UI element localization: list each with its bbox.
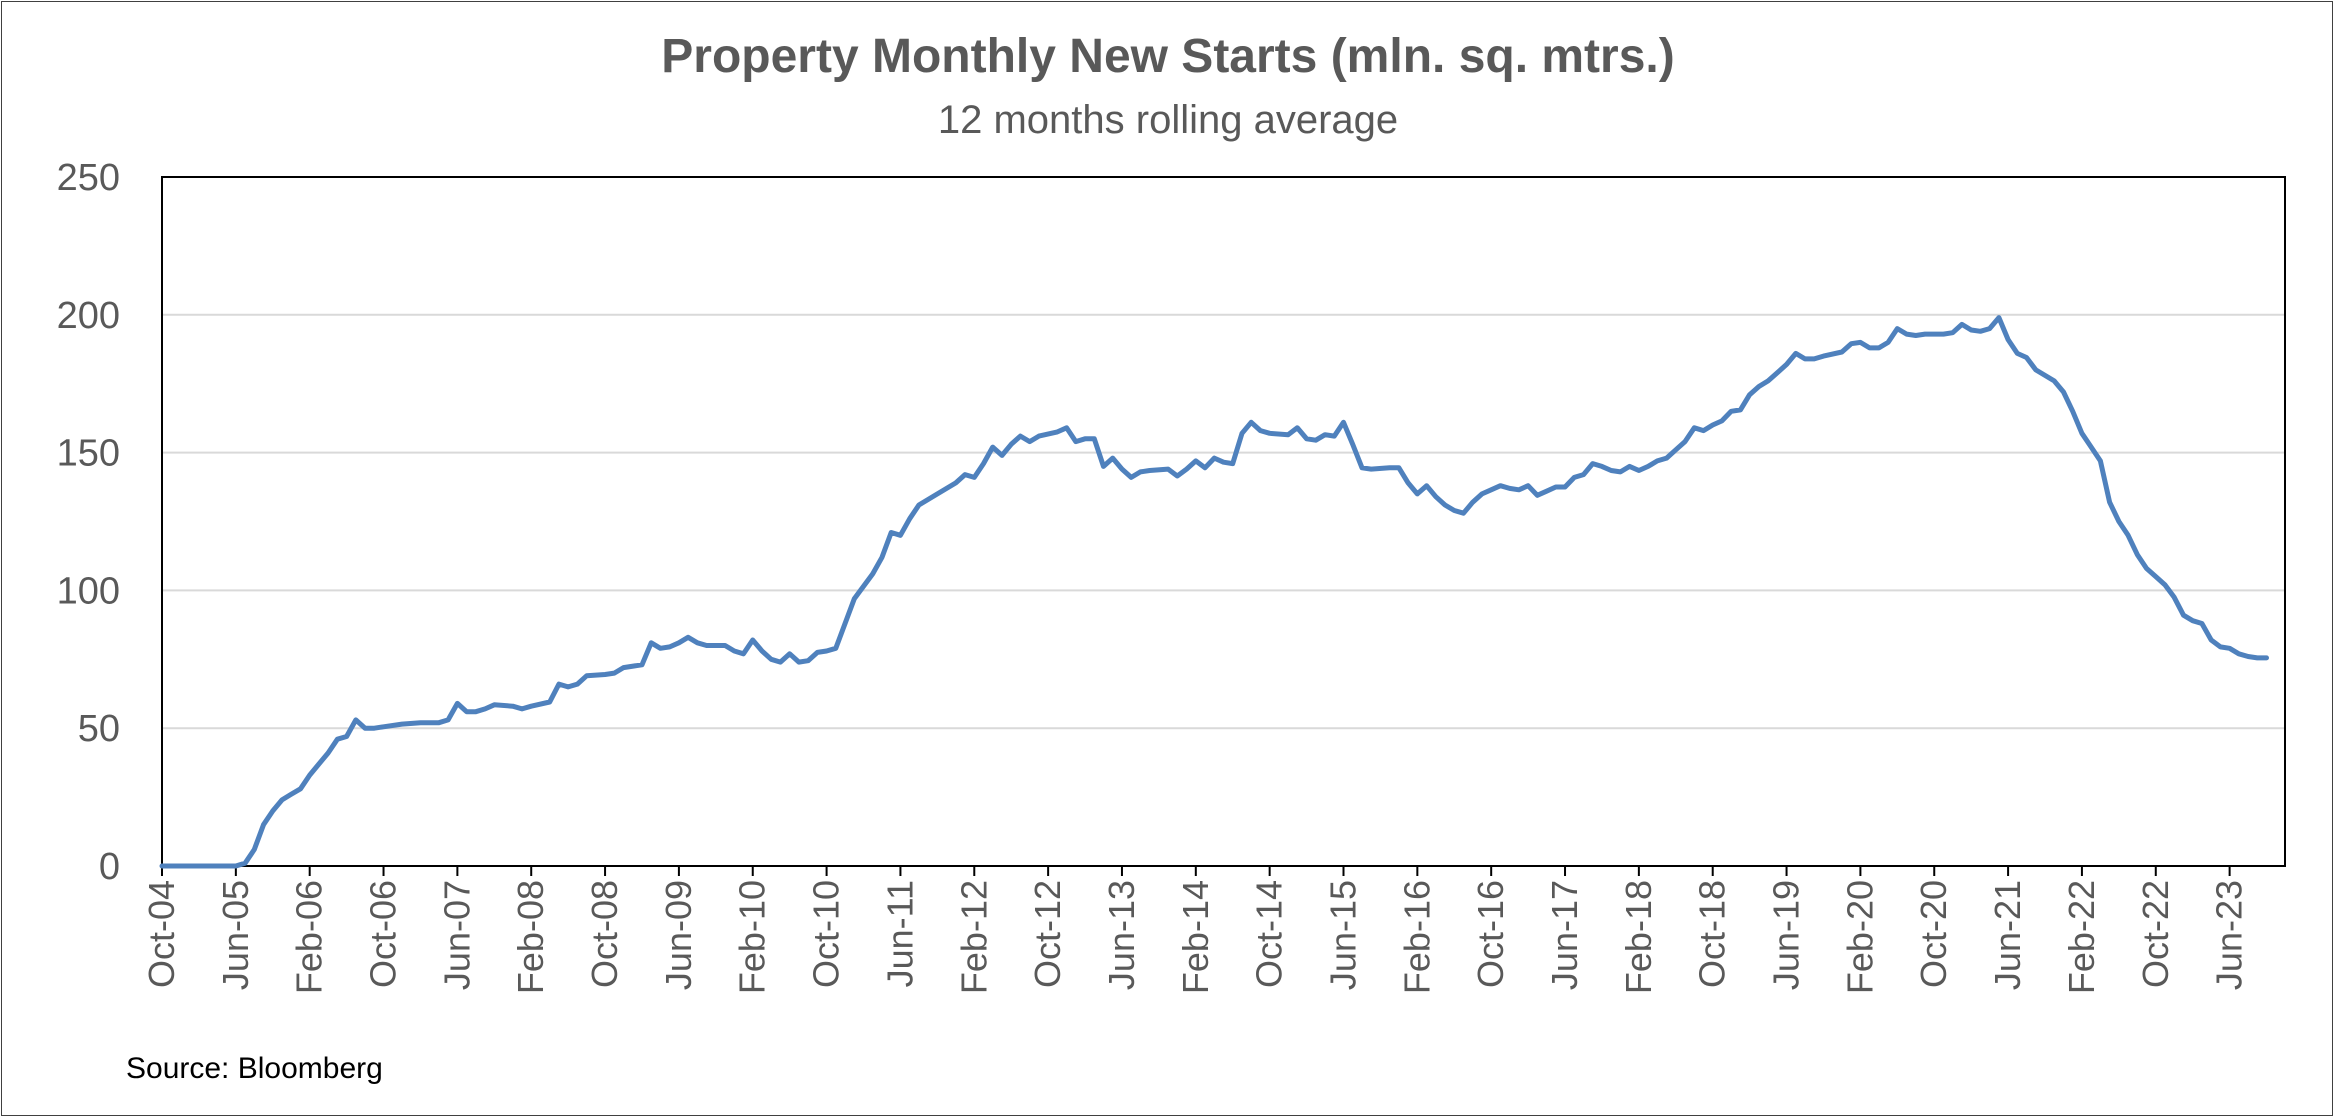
x-axis-ticks: Oct-04 Jun-05 Feb-06 Oct-06 Jun-07 Feb-08 Oct-… bbox=[141, 866, 2250, 994]
x-tick-label: Jun-19 bbox=[1766, 880, 1807, 990]
chart-subtitle: 12 months rolling average bbox=[938, 98, 1398, 142]
x-tick-label: Jun-11 bbox=[879, 880, 920, 987]
x-tick-label: Feb-08 bbox=[510, 880, 551, 994]
plot-area bbox=[161, 176, 2286, 867]
x-tick-label: Feb-14 bbox=[1175, 880, 1216, 994]
x-tick-label: Oct-12 bbox=[1027, 880, 1068, 988]
x-tick-label: Feb-20 bbox=[1839, 880, 1880, 994]
x-tick-label: Feb-18 bbox=[1618, 880, 1659, 994]
x-tick-label: Oct-10 bbox=[806, 880, 847, 988]
x-tick-label: Oct-20 bbox=[1913, 880, 1954, 988]
x-tick-label: Jun-07 bbox=[436, 880, 477, 990]
x-tick-label: Jun-05 bbox=[215, 880, 256, 990]
x-tick-label: Jun-21 bbox=[1987, 880, 2028, 990]
x-tick-label: Feb-16 bbox=[1396, 880, 1437, 994]
y-tick-label: 200 bbox=[57, 295, 120, 337]
x-tick-label: Feb-22 bbox=[2061, 880, 2102, 994]
x-tick-label: Oct-08 bbox=[584, 880, 625, 988]
y-tick-label: 250 bbox=[57, 157, 120, 199]
x-tick-label: Oct-18 bbox=[1692, 880, 1733, 988]
y-tick-label: 50 bbox=[78, 708, 120, 750]
y-axis-ticks: 0 50 100 150 200 250 bbox=[57, 157, 120, 888]
y-tick-label: 150 bbox=[57, 433, 120, 475]
y-tick-label: 0 bbox=[99, 846, 120, 888]
x-tick-label: Feb-10 bbox=[732, 880, 773, 994]
x-tick-label: Jun-23 bbox=[2209, 880, 2250, 990]
y-tick-label: 100 bbox=[57, 570, 120, 612]
chart-title: Property Monthly New Starts (mln. sq. mt… bbox=[661, 30, 1674, 83]
series-line bbox=[159, 315, 2269, 869]
x-tick-label: Jun-17 bbox=[1544, 880, 1585, 990]
x-tick-label: Oct-22 bbox=[2135, 880, 2176, 988]
x-tick-label: Feb-12 bbox=[953, 880, 994, 994]
x-tick-label: Feb-06 bbox=[289, 880, 330, 994]
x-tick-label: Jun-09 bbox=[658, 880, 699, 990]
x-tick-label: Oct-14 bbox=[1249, 880, 1290, 988]
x-tick-label: Oct-16 bbox=[1470, 880, 1511, 988]
x-tick-label: Jun-13 bbox=[1101, 880, 1142, 990]
source-note: Source: Bloomberg bbox=[126, 1052, 383, 1085]
x-tick-label: Oct-04 bbox=[141, 880, 182, 988]
gridlines bbox=[162, 313, 2285, 730]
x-tick-label: Oct-06 bbox=[363, 880, 404, 988]
x-tick-label: Jun-15 bbox=[1322, 880, 1363, 990]
